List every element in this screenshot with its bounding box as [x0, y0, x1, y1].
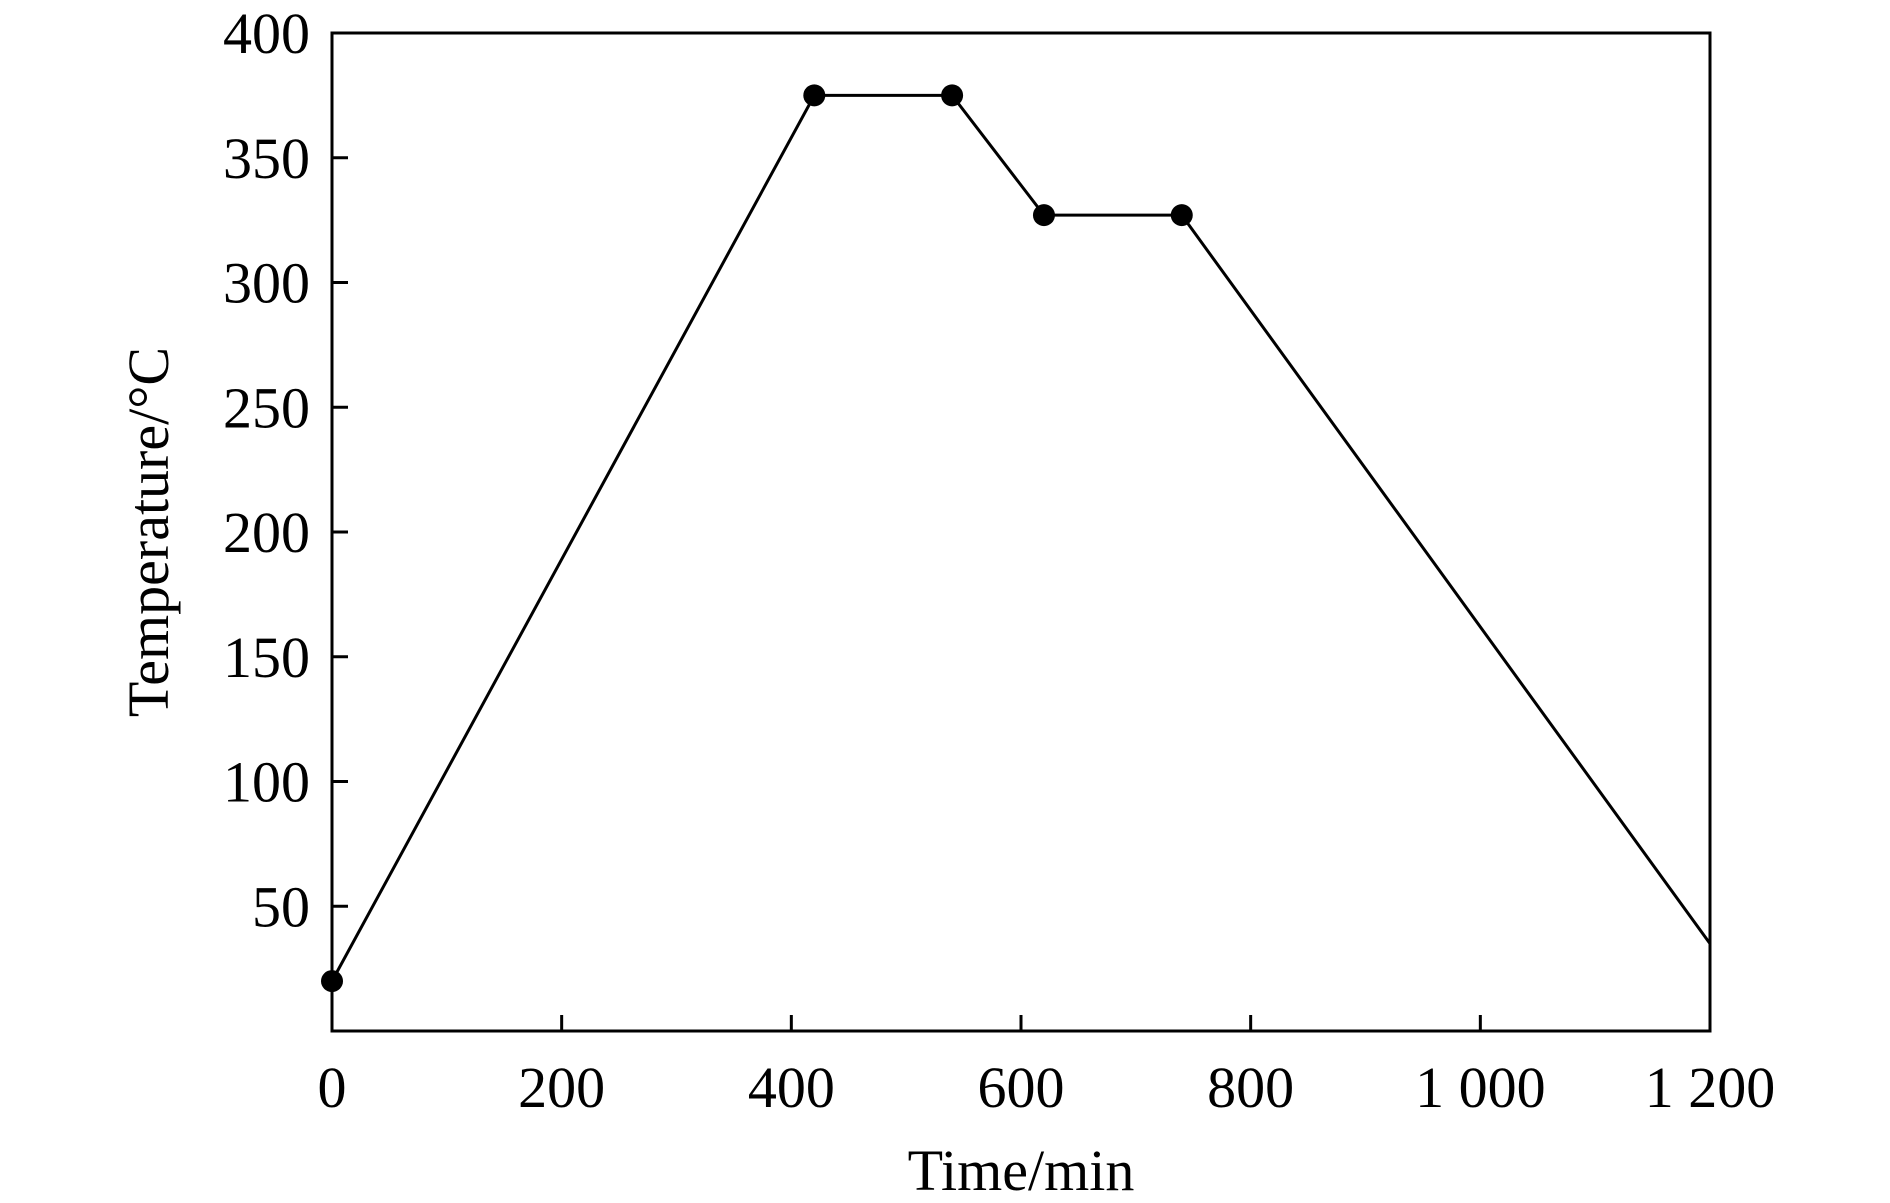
data-point-marker	[1032, 204, 1055, 227]
x-tick-label: 200	[518, 1055, 605, 1120]
x-axis-ticks: 0 200 400 600 800 1 000 1 200	[318, 1015, 1776, 1120]
y-tick-label: 250	[223, 375, 310, 440]
series-line	[330, 93, 1712, 982]
y-tick-label: 300	[223, 251, 310, 316]
data-point-marker	[321, 970, 343, 993]
y-tick-label: 50	[252, 874, 310, 939]
x-axis-title: Time/min	[908, 1138, 1135, 1203]
y-axis-title: Temperature/°C	[116, 347, 181, 717]
y-tick-label: 100	[223, 750, 310, 815]
plot-frame	[330, 31, 1712, 1033]
y-axis-ticks: 50 100 150 200 250 300 350 400	[223, 1, 348, 939]
x-tick-label: 400	[748, 1055, 835, 1120]
x-tick-label: 1 200	[1645, 1055, 1776, 1120]
y-tick-label: 200	[223, 500, 310, 565]
series-layer	[321, 84, 1712, 993]
x-tick-label: 1 000	[1415, 1055, 1546, 1120]
x-tick-label: 600	[978, 1055, 1065, 1120]
data-point-marker	[1170, 204, 1193, 227]
x-tick-label: 0	[318, 1055, 347, 1120]
y-tick-label: 150	[223, 625, 310, 690]
data-point-marker	[941, 84, 964, 107]
y-tick-label: 400	[223, 1, 310, 66]
data-point-marker	[803, 84, 826, 107]
y-tick-label: 350	[223, 126, 310, 191]
x-tick-label: 800	[1207, 1055, 1294, 1120]
